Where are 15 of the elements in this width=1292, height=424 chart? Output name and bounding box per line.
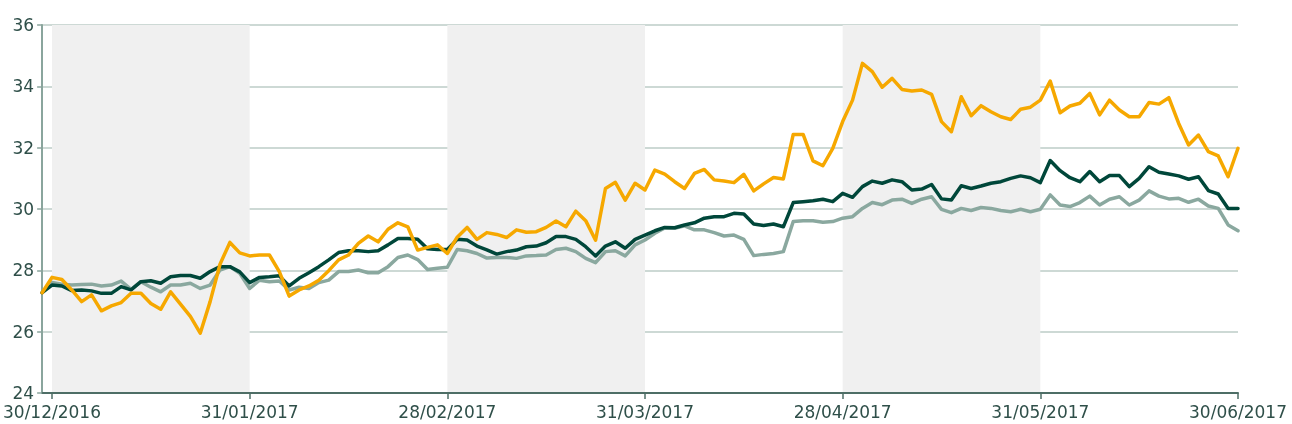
y-tick-label: 24 — [12, 383, 35, 403]
line-series — [40, 61, 1240, 335]
y-tick-label: 34 — [12, 76, 35, 97]
x-tick-label: 31/05/2017 — [991, 401, 1090, 422]
x-tick-label: 28/02/2017 — [398, 401, 497, 422]
y-tick-label: 32 — [12, 137, 35, 158]
x-tick-label: 31/01/2017 — [200, 401, 299, 422]
x-tick-label: 30/12/2016 — [3, 401, 101, 422]
y-tick-label: 30 — [12, 199, 35, 219]
y-tick-label: 36 — [12, 15, 35, 35]
x-tick-label: 28/04/2017 — [793, 401, 892, 422]
y-tick-label: 26 — [12, 321, 35, 342]
y-tick-label: 28 — [12, 260, 35, 281]
x-tick-label: 30/06/2017 — [1189, 401, 1287, 422]
x-tick-label: 31/03/2017 — [596, 401, 694, 422]
